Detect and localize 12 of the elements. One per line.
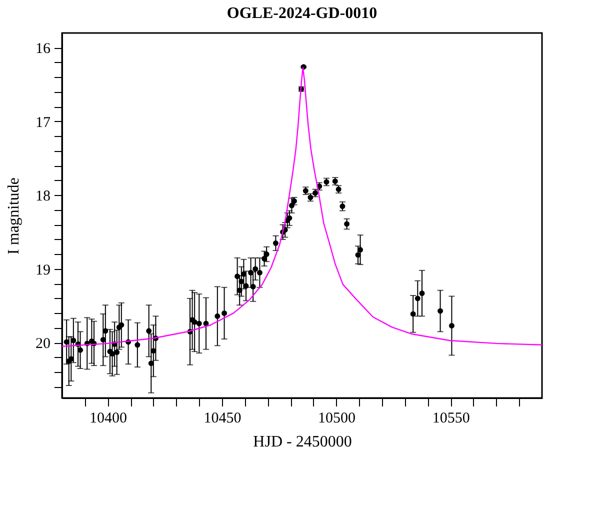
y-tick-label: 18 [36, 188, 50, 205]
y-axis-title: I magnitude [6, 178, 22, 254]
y-tick-label: 16 [36, 41, 51, 58]
x-axis-title: HJD - 2450000 [253, 434, 352, 450]
x-tick-label: 10500 [318, 410, 356, 426]
y-tick-label: 17 [36, 114, 51, 131]
y-tick-label: 20 [36, 336, 50, 352]
chart-title: OGLE-2024-GD-0010 [226, 5, 378, 22]
x-tick-label: 10400 [89, 410, 127, 426]
y-tick-label: 19 [36, 262, 50, 278]
x-tick-label: 10450 [204, 410, 242, 426]
x-tick-label: 10550 [432, 410, 470, 426]
